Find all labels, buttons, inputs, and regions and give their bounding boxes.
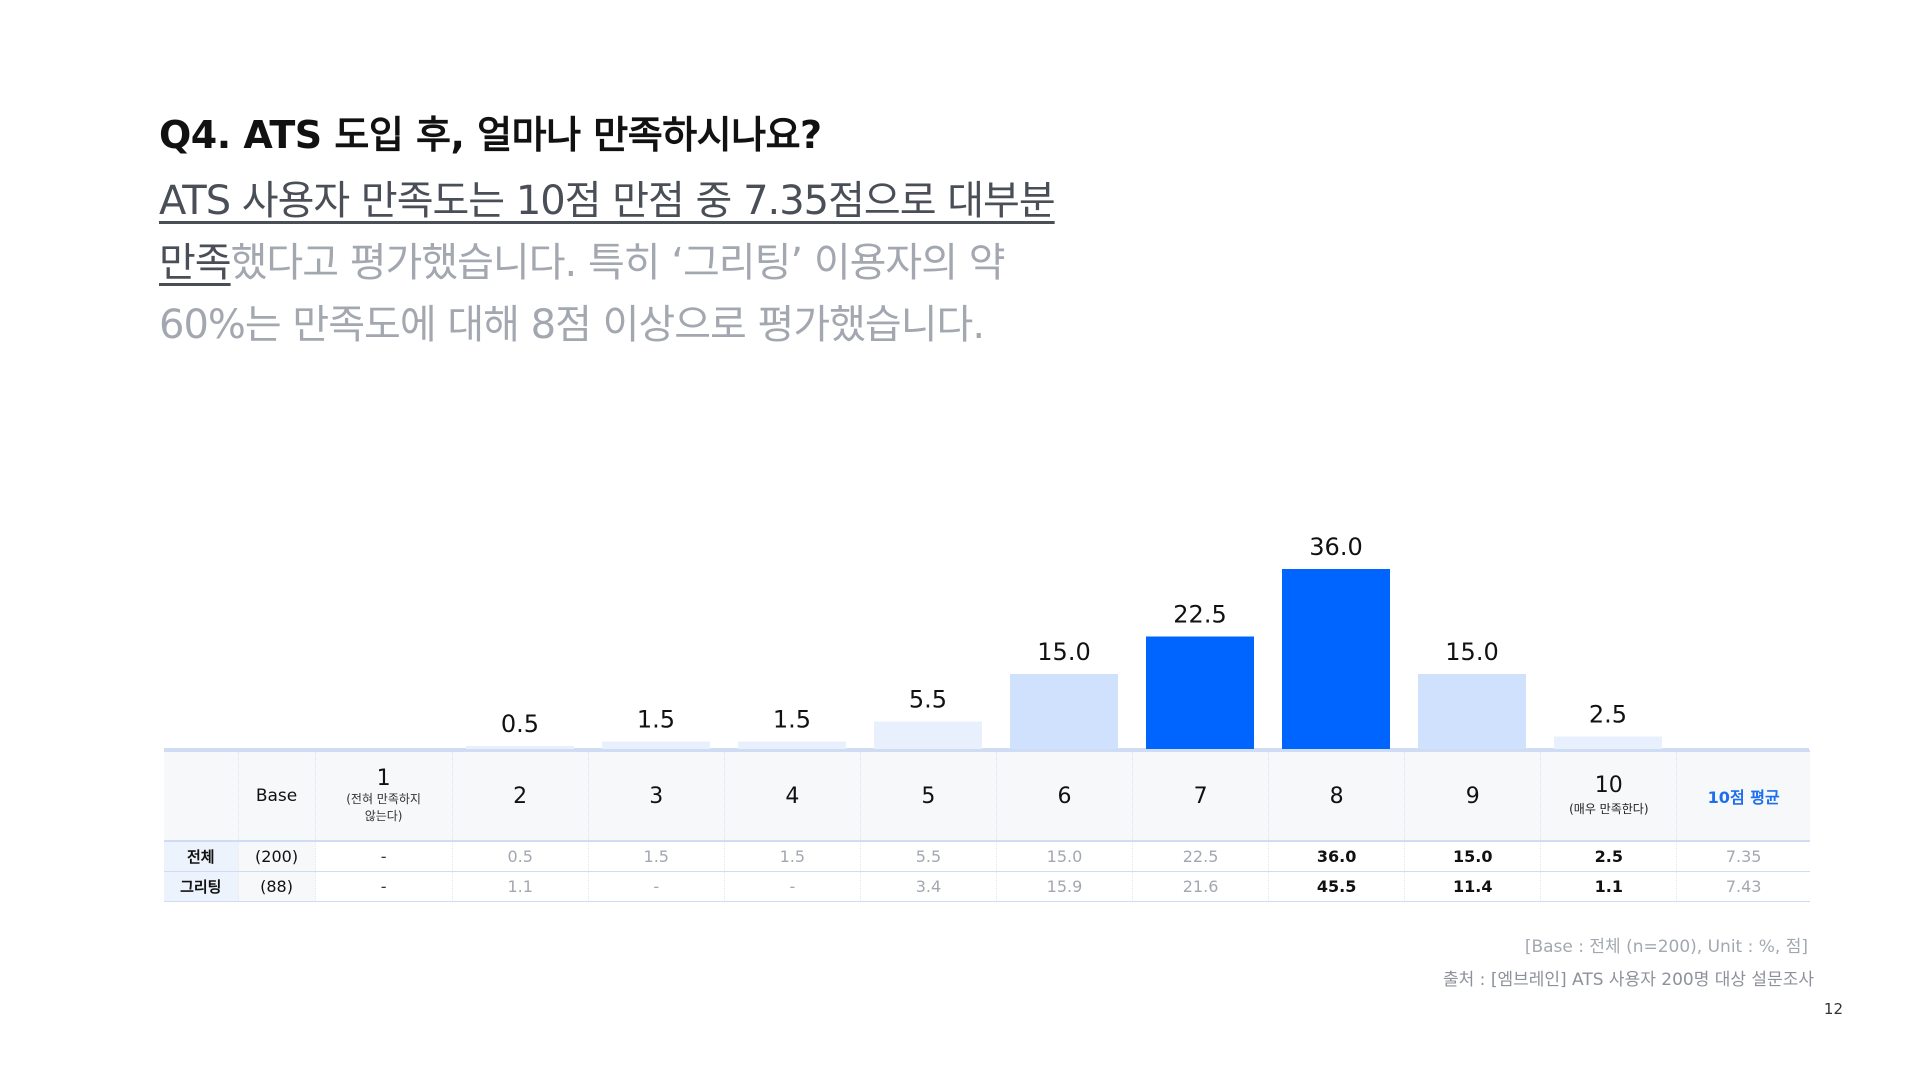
header-score-2: 2: [451, 750, 589, 842]
bar-score-7: [1146, 636, 1254, 749]
bar-label-score-9: 15.0: [1445, 638, 1498, 666]
header-score-5: 5: [859, 750, 997, 842]
header-score-1-desc-2: 않는다): [364, 809, 403, 823]
cell-score-8: 45.5: [1268, 871, 1405, 902]
header-score-6: 6: [995, 750, 1133, 842]
bar-label-score-10: 2.5: [1589, 701, 1627, 729]
cell-score-10: 1.1: [1540, 871, 1677, 902]
row-base: (88): [237, 871, 316, 902]
bar-score-10: [1554, 736, 1662, 749]
header-blank: [164, 750, 239, 842]
cell-score-4: 1.5: [723, 840, 861, 872]
cell-score-8: 36.0: [1268, 840, 1405, 872]
row-label: 그리팅: [164, 871, 239, 902]
header-score-1-desc-1: (전혀 만족하지: [346, 792, 421, 806]
header-score-10: 10 (매우 만족한다): [1540, 750, 1677, 842]
summary-highlight-1: ATS 사용자 만족도는 10점 만점 중 7.35점으로 대부분: [159, 178, 1056, 224]
header-score-3: 3: [587, 750, 725, 842]
table-row: 그리팅 (88) - 1.1 - - 3.4 15.9 21.6 45.5 11…: [164, 871, 1810, 902]
bar-score-3: [602, 741, 710, 749]
cell-score-7: 21.6: [1132, 871, 1269, 902]
header-score-1-number: 1: [376, 766, 391, 791]
table-row: 전체 (200) - 0.5 1.5 1.5 5.5 15.0 22.5 36.…: [164, 840, 1810, 872]
row-label: 전체: [164, 840, 239, 872]
cell-average: 7.43: [1676, 871, 1810, 902]
cell-score-6: 15.0: [995, 840, 1133, 872]
header-score-4: 4: [723, 750, 861, 842]
bar-label-score-5: 5.5: [909, 686, 947, 714]
header-base: Base: [237, 750, 316, 842]
header-score-8: 8: [1268, 750, 1405, 842]
header-score-1: 1 (전혀 만족하지 않는다): [314, 750, 453, 842]
row-base: (200): [237, 840, 316, 872]
cell-score-9: 11.4: [1404, 871, 1541, 902]
summary-line2-rest: 했다고 평가했습니다. 특히 ‘그리팅’ 이용자의 약: [230, 240, 1006, 286]
bar-score-4: [738, 741, 846, 749]
bar-score-2: [466, 746, 574, 749]
cell-score-4: -: [723, 871, 861, 902]
cell-average: 7.35: [1676, 840, 1810, 872]
cell-score-10: 2.5: [1540, 840, 1677, 872]
bar-label-score-2: 0.5: [501, 710, 539, 738]
table-header-row: Base 1 (전혀 만족하지 않는다) 2 3 4 5 6 7 8 9 10 …: [164, 750, 1810, 842]
bar-score-6: [1010, 674, 1118, 749]
bar-label-score-7: 22.5: [1173, 601, 1226, 629]
summary-line3: 60%는 만족도에 대해 8점 이상으로 평가했습니다.: [159, 302, 985, 348]
page-number: 12: [1823, 1000, 1843, 1018]
source-note: 출처 : [엠브레인] ATS 사용자 200명 대상 설문조사: [1443, 970, 1814, 990]
cell-score-5: 3.4: [859, 871, 997, 902]
bar-score-9: [1418, 674, 1526, 749]
cell-score-3: -: [587, 871, 725, 902]
cell-score-6: 15.9: [995, 871, 1133, 902]
bar-label-score-8: 36.0: [1309, 533, 1362, 561]
header-score-10-desc: (매우 만족한다): [1569, 802, 1649, 816]
header-average: 10점 평균: [1676, 750, 1810, 842]
bar-label-score-6: 15.0: [1037, 638, 1090, 666]
bar-score-8: [1282, 569, 1390, 749]
cell-score-1: -: [314, 871, 453, 902]
cell-score-3: 1.5: [587, 840, 725, 872]
cell-score-2: 1.1: [451, 871, 589, 902]
header-score-9: 9: [1404, 750, 1541, 842]
header-score-7: 7: [1132, 750, 1269, 842]
header-score-10-number: 10: [1594, 773, 1623, 798]
score-table: Base 1 (전혀 만족하지 않는다) 2 3 4 5 6 7 8 9 10 …: [164, 750, 1810, 902]
bar-label-score-4: 1.5: [773, 706, 811, 734]
cell-score-7: 22.5: [1132, 840, 1269, 872]
cell-score-1: -: [314, 840, 453, 872]
cell-score-9: 15.0: [1404, 840, 1541, 872]
summary-highlight-2: 만족: [159, 240, 232, 286]
question-title: Q4. ATS 도입 후, 얼마나 만족하시나요?: [159, 113, 822, 157]
bar-label-score-3: 1.5: [637, 706, 675, 734]
cell-score-2: 0.5: [451, 840, 589, 872]
bar-score-5: [874, 721, 982, 749]
cell-score-5: 5.5: [859, 840, 997, 872]
base-note: [Base : 전체 (n=200), Unit : %, 점]: [1524, 937, 1808, 957]
